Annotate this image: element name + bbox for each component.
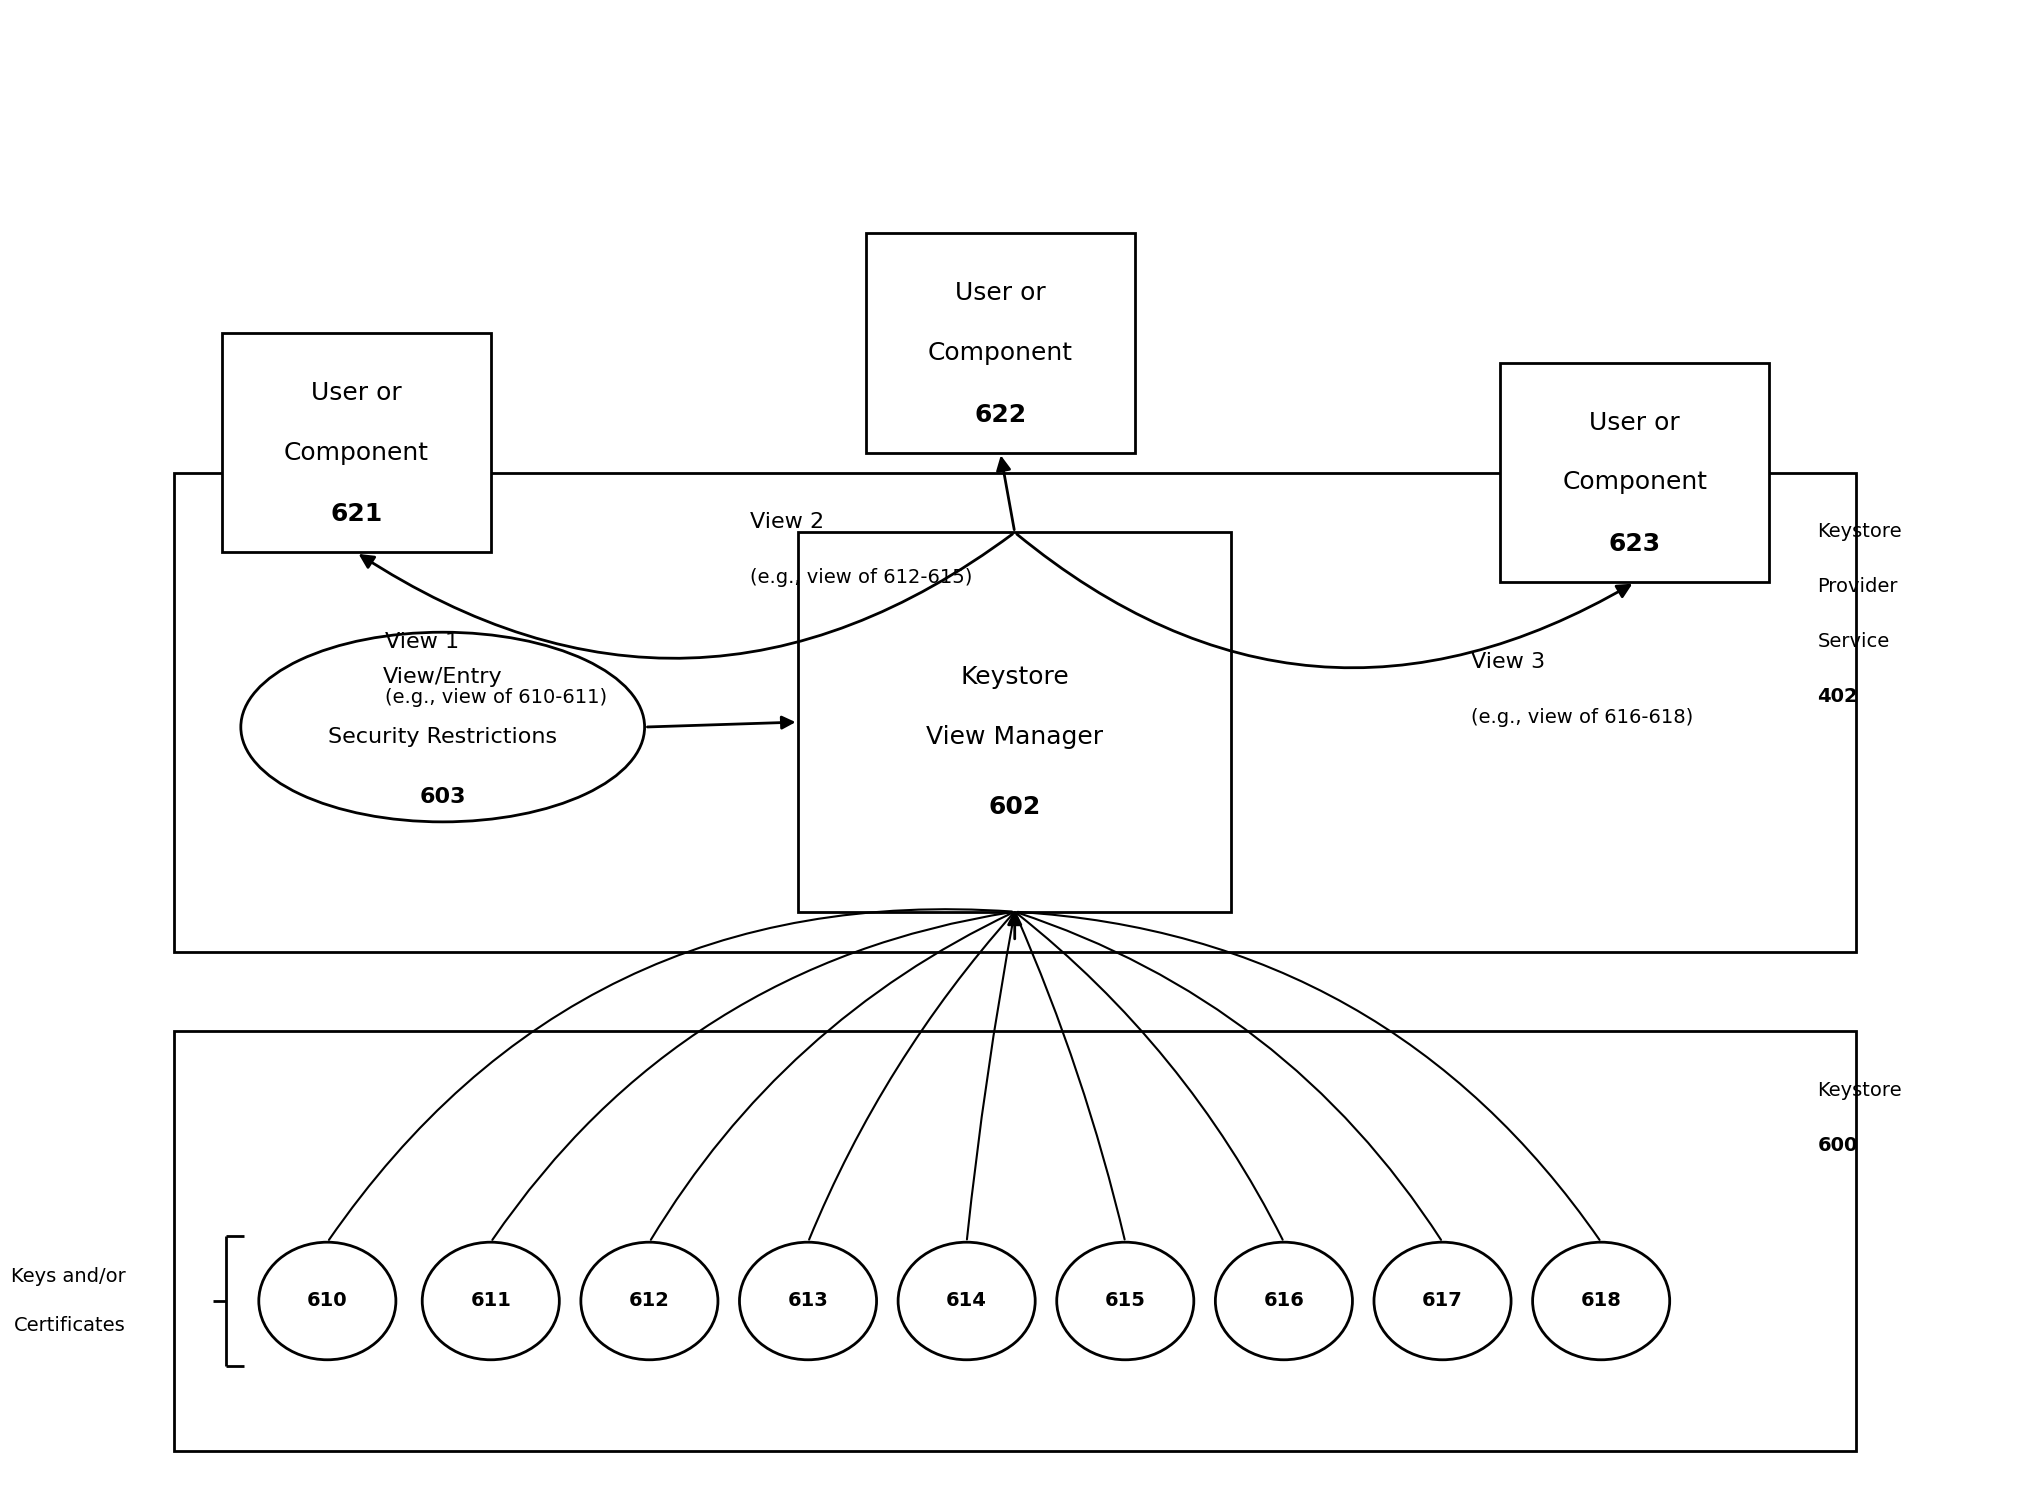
Text: View 3: View 3 [1472, 652, 1546, 673]
Text: 616: 616 [1264, 1292, 1305, 1310]
Text: (e.g., view of 612-615): (e.g., view of 612-615) [750, 568, 973, 587]
Text: 623: 623 [1609, 532, 1662, 556]
Text: Provider: Provider [1817, 577, 1898, 596]
Bar [799, 532, 1232, 912]
Text: Keystore: Keystore [1817, 523, 1902, 541]
Ellipse shape [897, 1242, 1036, 1359]
Text: 617: 617 [1421, 1292, 1462, 1310]
Text: User or: User or [1590, 410, 1680, 434]
Text: User or: User or [954, 281, 1046, 305]
Ellipse shape [581, 1242, 718, 1359]
Text: 402: 402 [1817, 686, 1858, 706]
Bar [173, 1032, 1855, 1451]
Text: 615: 615 [1105, 1292, 1146, 1310]
Text: User or: User or [310, 380, 402, 404]
Text: 614: 614 [946, 1292, 987, 1310]
Text: View 2: View 2 [750, 512, 824, 532]
Ellipse shape [1056, 1242, 1193, 1359]
Ellipse shape [1215, 1242, 1352, 1359]
Text: 611: 611 [471, 1292, 512, 1310]
Text: 613: 613 [787, 1292, 828, 1310]
Text: 621: 621 [330, 503, 381, 526]
Text: Keystore: Keystore [960, 665, 1068, 689]
Ellipse shape [422, 1242, 559, 1359]
Text: (e.g., view of 616-618): (e.g., view of 616-618) [1472, 707, 1694, 727]
Text: 600: 600 [1817, 1137, 1858, 1155]
Ellipse shape [241, 632, 644, 822]
Bar [867, 233, 1136, 452]
Text: Component: Component [1562, 470, 1707, 494]
Text: Component: Component [928, 341, 1073, 365]
Text: (e.g., view of 610-611): (e.g., view of 610-611) [385, 688, 608, 706]
Text: Security Restrictions: Security Restrictions [328, 727, 557, 746]
Bar [222, 333, 491, 553]
Text: 603: 603 [420, 787, 467, 807]
Ellipse shape [1374, 1242, 1511, 1359]
Text: View 1: View 1 [385, 632, 459, 652]
Ellipse shape [1533, 1242, 1670, 1359]
Text: Certificates: Certificates [14, 1316, 126, 1335]
Bar [173, 473, 1855, 952]
Text: 618: 618 [1580, 1292, 1621, 1310]
Text: 612: 612 [628, 1292, 671, 1310]
Bar [1501, 362, 1770, 583]
Text: Component: Component [283, 440, 428, 464]
Ellipse shape [259, 1242, 396, 1359]
Text: Service: Service [1817, 632, 1890, 652]
Text: 602: 602 [989, 795, 1040, 819]
Text: 622: 622 [975, 403, 1026, 427]
Text: Keys and/or: Keys and/or [10, 1266, 126, 1286]
Text: View/Entry: View/Entry [383, 667, 502, 686]
Text: 610: 610 [308, 1292, 349, 1310]
Ellipse shape [740, 1242, 877, 1359]
Text: Keystore: Keystore [1817, 1081, 1902, 1101]
Text: View Manager: View Manager [926, 725, 1103, 749]
